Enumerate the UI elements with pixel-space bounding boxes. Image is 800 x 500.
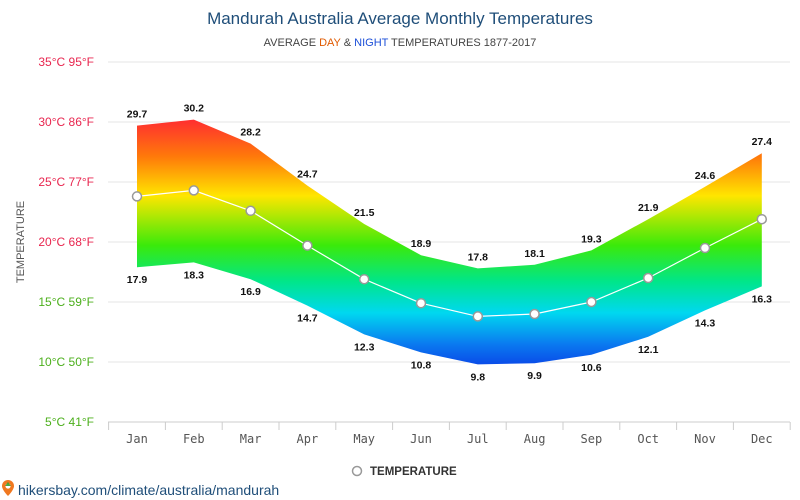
subtitle-suffix: TEMPERATURES 1877-2017 [388, 37, 536, 49]
night-value-label: 14.3 [695, 317, 716, 329]
subtitle-amp: & [341, 37, 354, 49]
y-tick-labels: 35°C 95°F 30°C 86°F 25°C 77°F 20°C 68°F 15°C… [38, 55, 94, 429]
night-value-label: 14.7 [297, 313, 318, 325]
subtitle-prefix: AVERAGE [264, 37, 319, 49]
y-tick-label: 20°C 68°F [38, 235, 94, 249]
x-tick-label-sep: Sep [581, 432, 603, 446]
night-value-label: 12.1 [638, 344, 659, 356]
day-night-area [137, 119, 762, 365]
source-text[interactable]: hikersbay.com/climate/australia/mandurah [18, 482, 279, 498]
source-link[interactable]: hikersbay.com/climate/australia/mandurah [2, 480, 279, 498]
night-value-label: 17.9 [127, 274, 148, 286]
mean-point-nov[interactable] [699, 242, 711, 254]
day-value-label: 21.9 [638, 202, 659, 214]
night-value-label: 16.3 [752, 293, 773, 305]
x-tick-label-oct: Oct [637, 432, 659, 446]
y-tick-label: 25°C 77°F [38, 175, 94, 189]
x-tick-label-jun: Jun [410, 432, 432, 446]
mean-point-apr[interactable] [302, 240, 313, 251]
x-tick-labels: Jan Feb Mar Apr May Jun Jul Aug Sep Oct Nov Dec [126, 432, 772, 446]
day-value-label: 17.8 [468, 251, 489, 263]
day-value-label: 18.1 [524, 248, 545, 260]
mean-point-mar[interactable] [245, 205, 256, 217]
day-value-label: 29.7 [127, 109, 148, 121]
night-value-label: 10.6 [581, 362, 602, 374]
day-value-label: 24.6 [695, 170, 716, 182]
chart-title: Mandurah Australia Average Monthly Tempe… [207, 9, 593, 28]
legend-marker-icon [351, 465, 363, 477]
night-value-label: 16.9 [240, 286, 261, 298]
day-value-label: 30.2 [184, 103, 205, 115]
legend-label: TEMPERATURE [370, 466, 457, 478]
mean-point-may[interactable] [358, 273, 370, 285]
temperature-band [137, 119, 762, 365]
day-value-label: 21.5 [354, 207, 375, 219]
mean-temperature-series [131, 185, 768, 322]
mean-point-jan[interactable] [131, 191, 143, 202]
legend[interactable]: TEMPERATURE [351, 465, 458, 478]
subtitle-day: DAY [319, 37, 341, 49]
day-value-label: 18.9 [411, 238, 432, 250]
x-tick-label-apr: Apr [297, 432, 319, 446]
x-tick-label-feb: Feb [183, 432, 205, 446]
y-tick-label: 35°C 95°F [38, 55, 94, 69]
x-tick-label-aug: Aug [524, 432, 546, 446]
y-tick-label: 5°C 41°F [45, 415, 94, 429]
x-tick-label-jan: Jan [126, 432, 148, 446]
mean-point-jul[interactable] [472, 311, 484, 322]
subtitle-night: NIGHT [354, 37, 389, 49]
mean-point-dec[interactable] [756, 213, 768, 225]
day-value-label: 28.2 [240, 127, 261, 139]
x-tick-label-jul: Jul [467, 432, 489, 446]
mean-point-jun[interactable] [415, 297, 427, 309]
night-value-label: 9.8 [470, 371, 485, 383]
data-labels: 29.7 30.2 28.2 24.7 21.5 18.9 17.8 18.1 19.3 21.9… [127, 103, 772, 384]
y-tick-label: 30°C 86°F [38, 115, 94, 129]
night-value-label: 9.9 [527, 370, 542, 382]
day-value-label: 27.4 [752, 136, 773, 148]
day-value-label: 24.7 [297, 169, 318, 181]
night-value-label: 12.3 [354, 341, 375, 353]
mean-point-aug[interactable] [529, 308, 540, 320]
mean-point-sep[interactable] [586, 296, 597, 308]
day-value-label: 19.3 [581, 233, 602, 245]
night-value-label: 10.8 [411, 359, 432, 371]
chart-subtitle: AVERAGE DAY & NIGHT TEMPERATURES 1877-20… [264, 37, 537, 49]
y-axis-title: TEMPERATURE [15, 201, 27, 283]
x-tick-label-may: May [353, 432, 375, 446]
y-tick-label: 10°C 50°F [38, 355, 94, 369]
map-pin-icon [2, 480, 14, 496]
mean-point-oct[interactable] [642, 272, 654, 284]
mean-line [136, 189, 763, 318]
y-tick-label: 15°C 59°F [38, 295, 94, 309]
x-tick-label-dec: Dec [751, 432, 773, 446]
x-tick-label-mar: Mar [240, 432, 262, 446]
x-tick-label-nov: Nov [694, 432, 716, 446]
mean-point-feb[interactable] [188, 185, 200, 196]
night-value-label: 18.3 [184, 269, 205, 281]
